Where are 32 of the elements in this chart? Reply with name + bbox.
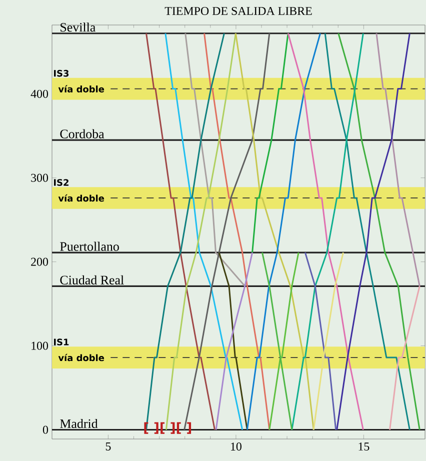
line-series xyxy=(252,32,289,254)
line-series xyxy=(204,32,270,431)
ref-line-label: vía doble xyxy=(58,194,104,202)
x-tick-label: 15 xyxy=(358,442,370,451)
y-tick-label: 200 xyxy=(31,258,48,266)
chart-title: TIEMPO DE SALIDA LIBRE xyxy=(164,6,312,16)
line-series xyxy=(184,32,246,287)
ref-line-label: Madrid xyxy=(60,418,98,428)
line-series xyxy=(262,252,293,431)
ref-line-label: vía doble xyxy=(58,85,104,92)
line-series xyxy=(376,32,420,287)
line-series xyxy=(215,252,254,431)
x-tick-label: 10 xyxy=(231,442,242,451)
ref-line-label: Ciudad Real xyxy=(60,275,124,284)
line-series xyxy=(268,252,300,431)
band-label: IS2 xyxy=(54,179,68,186)
x-tick-label: 5 xyxy=(106,442,111,450)
ref-line-label: vía doble xyxy=(58,354,104,362)
y-tick-label: 100 xyxy=(32,342,48,350)
line-series xyxy=(304,252,337,431)
ref-line-label: Sevilla xyxy=(60,22,96,32)
band-label: IS3 xyxy=(54,70,69,77)
line-series xyxy=(218,252,248,431)
line-series xyxy=(246,32,322,431)
ref-line-label: Cordoba xyxy=(60,129,104,138)
y-tick-label: 0 xyxy=(42,426,48,434)
y-tick-label: 300 xyxy=(31,174,48,182)
y-tick-label: 400 xyxy=(30,90,48,98)
line-series xyxy=(312,252,344,431)
ref-line-label: Puertollano xyxy=(60,242,119,251)
line-series xyxy=(234,32,314,431)
band-label: IS1 xyxy=(54,338,69,346)
